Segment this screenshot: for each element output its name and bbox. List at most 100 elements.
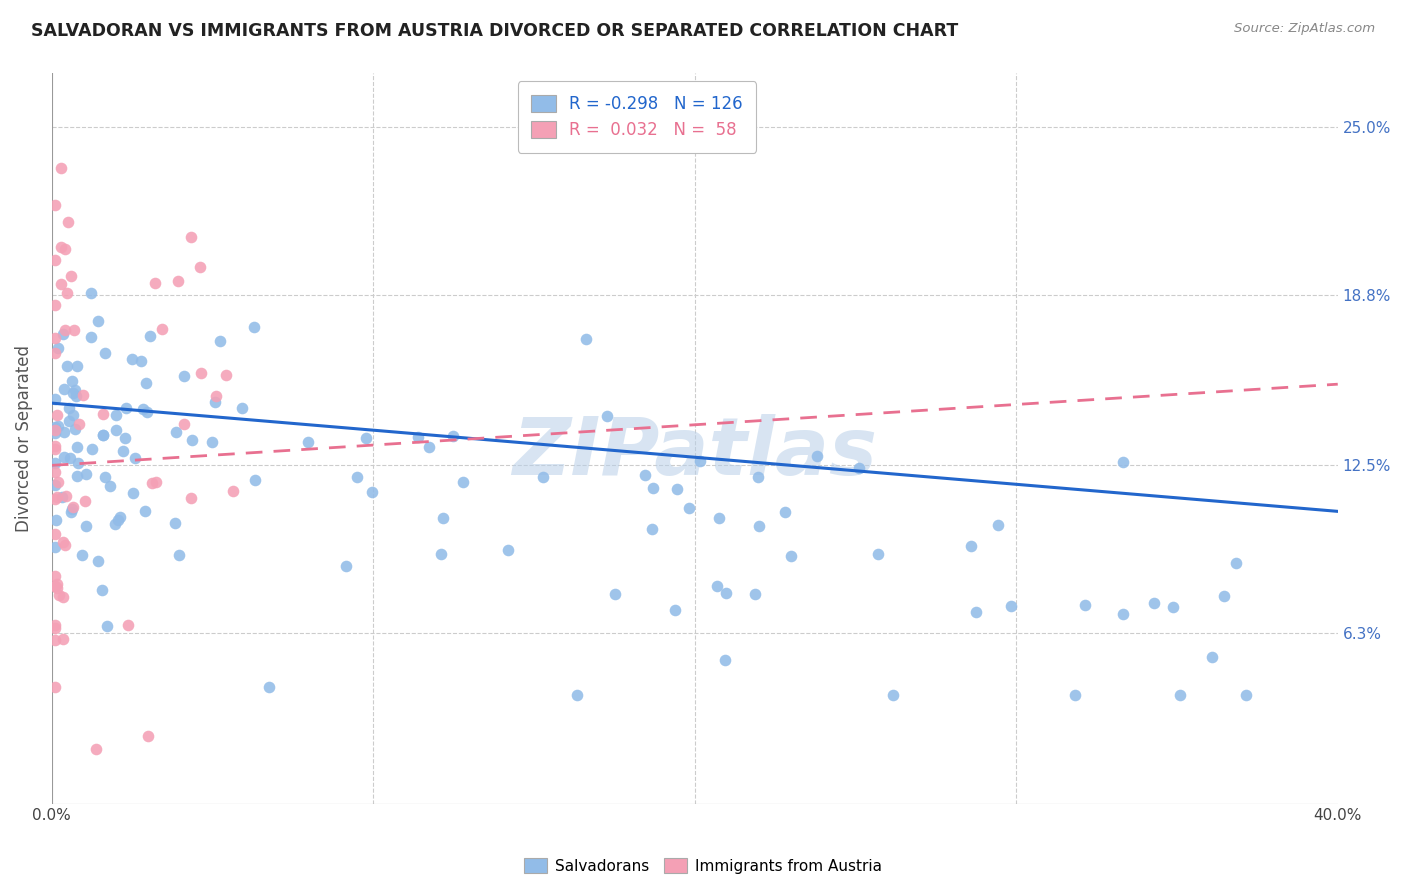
Point	[747, 470, 769, 484]
Point	[107, 513, 129, 527]
Legend: Salvadorans, Immigrants from Austria: Salvadorans, Immigrants from Austria	[517, 852, 889, 880]
Text: SALVADORAN VS IMMIGRANTS FROM AUSTRIA DIVORCED OR SEPARATED CORRELATION CHART: SALVADORAN VS IMMIGRANTS FROM AUSTRIA DI…	[31, 22, 957, 40]
Point	[297, 435, 319, 450]
Point	[44, 198, 66, 212]
Point	[418, 441, 440, 455]
Point	[58, 414, 80, 428]
Point	[66, 456, 89, 470]
Point	[55, 323, 77, 337]
Point	[136, 729, 159, 743]
Point	[215, 368, 238, 383]
Point	[567, 689, 589, 703]
Point	[44, 579, 66, 593]
Point	[205, 389, 228, 403]
Point	[451, 475, 474, 489]
Point	[714, 653, 737, 667]
Point	[779, 549, 801, 564]
Point	[46, 342, 69, 356]
Point	[714, 586, 737, 600]
Point	[93, 407, 115, 421]
Point	[208, 334, 231, 349]
Point	[709, 510, 731, 524]
Point	[1168, 689, 1191, 703]
Point	[44, 621, 66, 635]
Point	[129, 353, 152, 368]
Point	[58, 401, 80, 416]
Point	[132, 401, 155, 416]
Point	[44, 491, 66, 506]
Point	[45, 409, 67, 423]
Point	[173, 417, 195, 432]
Point	[45, 513, 67, 527]
Point	[80, 442, 103, 456]
Text: Source: ZipAtlas.com: Source: ZipAtlas.com	[1234, 22, 1375, 36]
Point	[104, 423, 127, 437]
Point	[44, 456, 66, 470]
Point	[44, 527, 66, 541]
Point	[748, 519, 770, 533]
Point	[44, 298, 66, 312]
Point	[66, 359, 89, 374]
Point	[66, 440, 89, 454]
Point	[91, 428, 114, 442]
Point	[139, 329, 162, 343]
Point	[51, 240, 73, 254]
Point	[1112, 607, 1135, 622]
Point	[430, 548, 453, 562]
Point	[959, 539, 981, 553]
Point	[115, 401, 138, 415]
Point	[1074, 598, 1097, 612]
Point	[96, 619, 118, 633]
Point	[52, 382, 75, 396]
Point	[167, 549, 190, 563]
Point	[93, 346, 115, 360]
Point	[75, 493, 97, 508]
Point	[44, 477, 66, 491]
Point	[44, 423, 66, 437]
Point	[1234, 689, 1257, 703]
Point	[44, 617, 66, 632]
Point	[848, 460, 870, 475]
Point	[531, 469, 554, 483]
Point	[44, 392, 66, 406]
Point	[45, 581, 67, 595]
Point	[665, 482, 688, 496]
Point	[112, 444, 135, 458]
Point	[62, 408, 84, 422]
Legend: R = -0.298   N = 126, R =  0.032   N =  58: R = -0.298 N = 126, R = 0.032 N = 58	[517, 81, 756, 153]
Point	[60, 268, 83, 283]
Point	[105, 408, 128, 422]
Point	[52, 326, 75, 341]
Point	[44, 253, 66, 268]
Point	[44, 633, 66, 648]
Point	[141, 476, 163, 491]
Point	[335, 558, 357, 573]
Point	[75, 519, 97, 533]
Point	[163, 516, 186, 530]
Point	[965, 606, 987, 620]
Point	[150, 322, 173, 336]
Point	[1143, 596, 1166, 610]
Point	[53, 538, 76, 552]
Point	[1212, 589, 1234, 603]
Point	[56, 359, 79, 373]
Point	[640, 522, 662, 536]
Point	[1201, 650, 1223, 665]
Point	[56, 285, 79, 300]
Point	[86, 314, 108, 328]
Point	[60, 502, 83, 516]
Point	[432, 510, 454, 524]
Point	[204, 395, 226, 409]
Point	[406, 430, 429, 444]
Point	[44, 568, 66, 582]
Point	[596, 409, 619, 423]
Point	[173, 369, 195, 384]
Point	[231, 401, 253, 416]
Point	[72, 549, 94, 563]
Point	[243, 319, 266, 334]
Point	[1000, 599, 1022, 614]
Point	[66, 468, 89, 483]
Point	[143, 276, 166, 290]
Point	[806, 449, 828, 463]
Point	[44, 425, 66, 440]
